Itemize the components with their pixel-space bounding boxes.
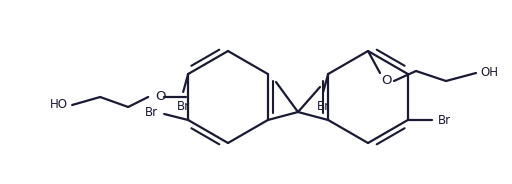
Text: Br: Br xyxy=(438,114,451,127)
Text: Br: Br xyxy=(145,105,158,118)
Text: Br: Br xyxy=(316,100,330,113)
Text: O: O xyxy=(155,91,165,103)
Text: HO: HO xyxy=(50,98,68,112)
Text: Br: Br xyxy=(177,100,190,113)
Text: OH: OH xyxy=(480,66,498,79)
Text: O: O xyxy=(381,75,391,88)
